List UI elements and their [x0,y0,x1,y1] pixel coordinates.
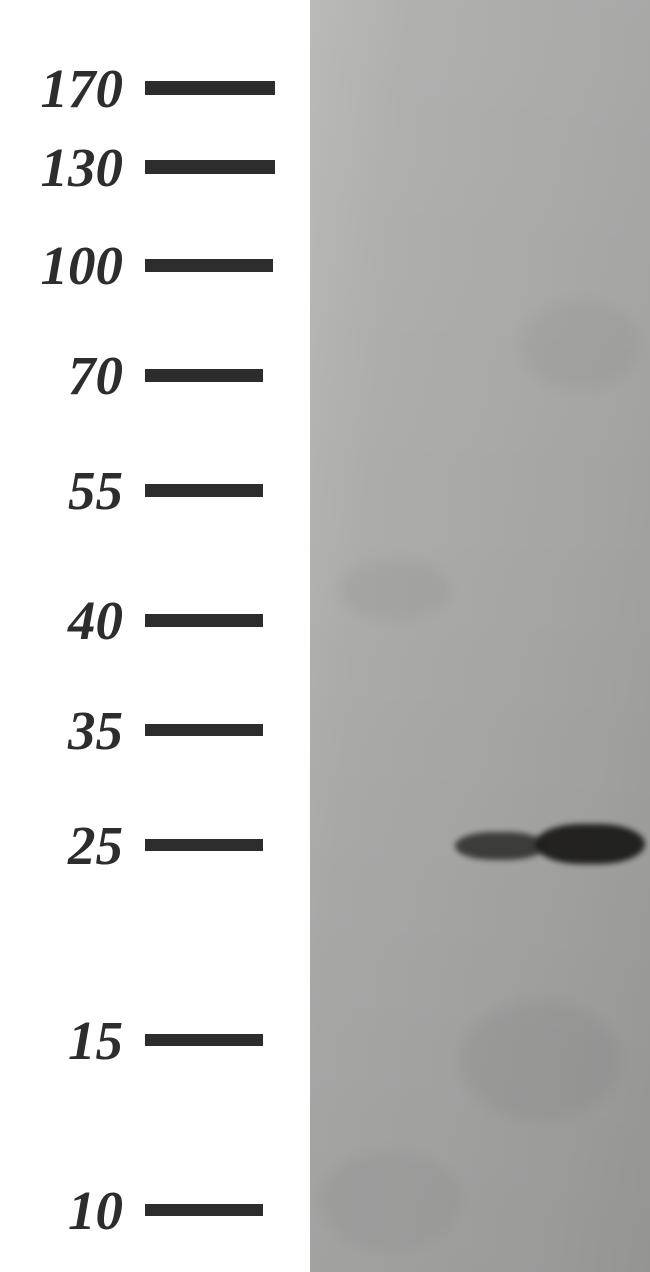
ladder-marker-row: 35 [0,703,310,758]
ladder-marker-row: 15 [0,1013,310,1068]
ladder-tick [145,1204,263,1216]
ladder-marker-label: 40 [0,593,145,648]
ladder-tick [145,839,263,851]
ladder-tick [145,1034,263,1046]
ladder-marker-row: 25 [0,818,310,873]
ladder-marker-label: 35 [0,703,145,758]
ladder-tick [145,724,263,736]
ladder-marker-label: 25 [0,818,145,873]
ladder-marker-row: 10 [0,1183,310,1238]
ladder-marker-label: 10 [0,1183,145,1238]
gel-smudge [340,560,450,620]
gel-smudge [520,300,640,390]
ladder-tick [145,160,275,174]
ladder-marker-label: 100 [0,238,145,293]
ladder-tick [145,369,263,382]
gel-panel [310,0,650,1272]
ladder-tick [145,614,263,627]
ladder-marker-label: 130 [0,140,145,195]
ladder-marker-label: 15 [0,1013,145,1068]
ladder-tick [145,484,263,497]
ladder-marker-row: 130 [0,140,310,195]
ladder-marker-row: 170 [0,61,310,116]
ladder-marker-row: 100 [0,238,310,293]
ladder-marker-row: 40 [0,593,310,648]
gel-band [455,832,545,860]
ladder-marker-row: 70 [0,348,310,403]
ladder-tick [145,81,275,95]
gel-band [535,824,645,864]
gel-smudge [460,1000,620,1120]
ladder-marker-label: 170 [0,61,145,116]
ladder-marker-row: 55 [0,463,310,518]
ladder-panel: 170 130 100 70 55 40 35 25 15 10 [0,0,310,1272]
ladder-marker-label: 55 [0,463,145,518]
ladder-marker-label: 70 [0,348,145,403]
gel-smudge [320,1150,460,1250]
ladder-tick [145,259,273,272]
